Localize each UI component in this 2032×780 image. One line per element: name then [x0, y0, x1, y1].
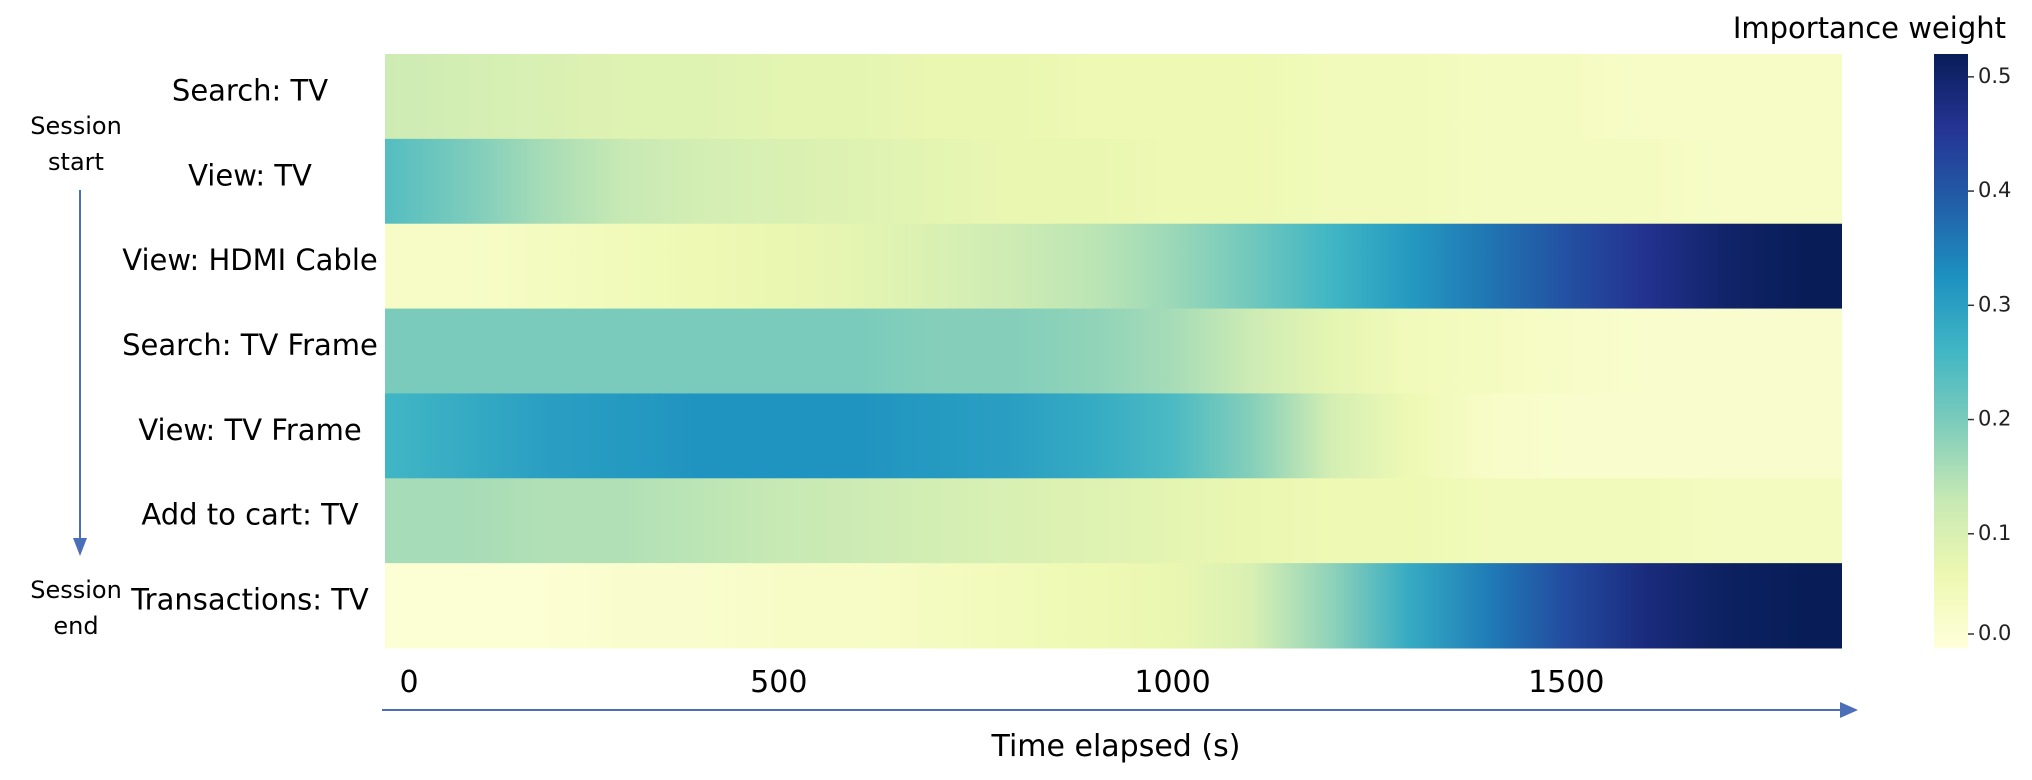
session-end-label: Session end — [30, 576, 122, 640]
colorbar-tick-label: 0.1 — [1978, 521, 2011, 545]
heatmap-row-6 — [385, 563, 1842, 649]
heatmap-row-4 — [385, 393, 1842, 479]
x-tick-label: 0 — [399, 665, 418, 700]
heatmap-row-1 — [385, 138, 1842, 225]
row-label: Add to cart: TV — [141, 498, 358, 532]
heatmap-row-0 — [385, 54, 1842, 140]
heatmap-row-5 — [385, 478, 1842, 564]
time-arrow-head — [1840, 702, 1858, 718]
session-labels: Session start Session end — [30, 112, 122, 640]
x-tick-label: 1000 — [1134, 665, 1210, 700]
colorbar-title: Importance weight — [1733, 11, 2006, 45]
session-arrow-head — [73, 538, 87, 556]
colorbar: 0.0 0.1 0.2 0.3 0.4 0.5 Importance weight — [1733, 11, 2011, 648]
row-labels: Search: TV View: TV View: HDMI Cable Search… — [122, 73, 378, 616]
row-label: View: TV — [188, 158, 312, 192]
row-label: Search: TV Frame — [122, 328, 378, 362]
row-label: View: TV Frame — [138, 413, 361, 447]
x-tick-label: 500 — [750, 665, 807, 700]
colorbar-tick-label: 0.4 — [1978, 178, 2011, 202]
row-label: Transactions: TV — [130, 583, 369, 617]
colorbar-tick-label: 0.0 — [1978, 621, 2011, 645]
colorbar-gradient — [1934, 54, 1968, 648]
colorbar-tick-label: 0.5 — [1978, 64, 2011, 88]
x-tick-label: 1500 — [1528, 665, 1604, 700]
heatmap-row-3 — [385, 308, 1842, 394]
colorbar-tick-label: 0.3 — [1978, 292, 2011, 316]
x-axis-label: Time elapsed (s) — [991, 729, 1241, 764]
session-start-label: Session start — [30, 112, 122, 176]
colorbar-tick-label: 0.2 — [1978, 407, 2011, 431]
x-axis: 0 500 1000 1500 Time elapsed (s) — [382, 665, 1858, 764]
row-label: View: HDMI Cable — [122, 243, 377, 277]
row-label: Search: TV — [172, 73, 328, 107]
heatmap-rows — [385, 54, 1842, 649]
heatmap-row-2 — [385, 223, 1842, 310]
